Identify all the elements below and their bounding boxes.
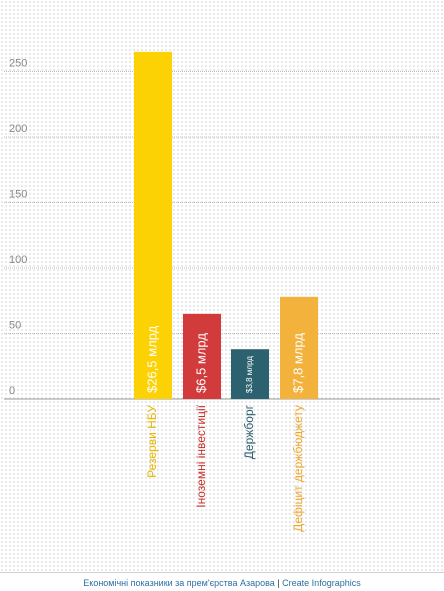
footer-divider [0,572,444,573]
grid-lines [4,71,440,400]
chart-area: 0 50 100 150 200 250 $26,5 млрд $6,5 млрд $3,8 … [0,0,444,572]
footer: Економічні показники за прем'єрства Азар… [0,578,444,588]
category-label: Резерви НБУ [145,405,159,478]
bar-1 [134,51,172,399]
category-labels: Резерви НБУ Іноземні інвестиції Держборг Де… [145,404,305,531]
bar-2 [183,313,221,399]
infographic-title-link[interactable]: Економічні показники за прем'єрства Азар… [83,578,275,588]
y-axis-ticks: 0 50 100 150 200 250 [9,58,27,398]
y-tick-label: 100 [9,254,27,266]
category-label: Держборг [242,404,256,459]
bars: $26,5 млрд $6,5 млрд $3,8 млрд $7,8 млрд [134,51,318,399]
bar-value-label: $26,5 млрд [144,325,159,393]
category-label: Іноземні інвестиції [194,404,208,507]
bar-value-label: $7,8 млрд [290,333,305,393]
footer-separator: | [274,578,283,588]
y-tick-label: 50 [9,320,21,332]
bar-chart: 0 50 100 150 200 250 $26,5 млрд $6,5 млрд $3,8 … [4,51,440,532]
bar-value-label: $6,5 млрд [193,333,208,393]
bar-3 [231,349,269,399]
y-tick-label: 250 [9,58,27,70]
category-label: Дефіцит держбюджету [291,405,305,532]
y-tick-label: 150 [9,189,27,201]
create-infographics-link[interactable]: Create Infographics [282,578,361,588]
y-tick-label: 200 [9,123,27,135]
y-tick-label: 0 [9,385,15,397]
bar-value-label: $3,8 млрд [245,356,254,393]
bar-4 [280,296,318,399]
